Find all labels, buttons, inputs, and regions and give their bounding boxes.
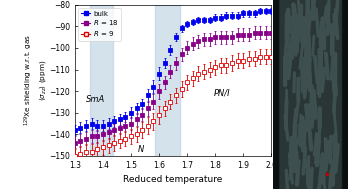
Text: N: N [138,145,144,154]
Bar [155,5,180,156]
Text: SmA: SmA [86,95,105,104]
FancyBboxPatch shape [279,0,342,189]
X-axis label: Reduced temperature: Reduced temperature [124,175,223,184]
Bar [90,5,113,156]
Legend: bulk, $R$ = 18, $R$ = 9: bulk, $R$ = 18, $R$ = 9 [78,8,121,40]
Text: PN/I: PN/I [214,89,231,98]
Y-axis label: $^{129}$Xe shielding w.r.t. gas
$\langle\sigma_{zz}\rangle$ (ppm): $^{129}$Xe shielding w.r.t. gas $\langle… [23,34,48,126]
